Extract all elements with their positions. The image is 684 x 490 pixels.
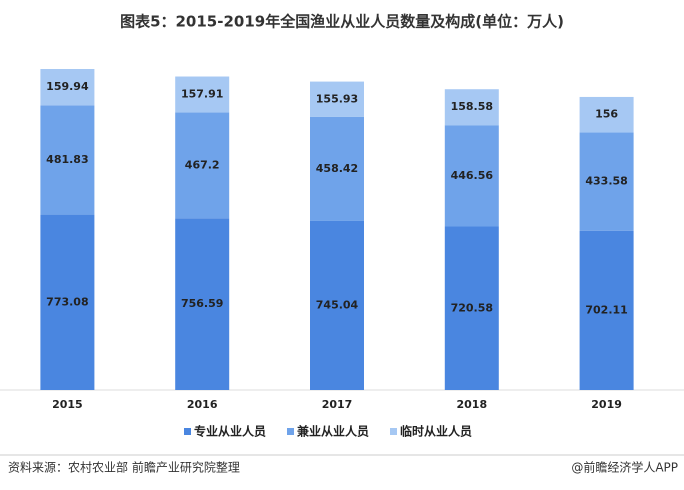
data-label: 773.08 [46,295,88,308]
bar-segment [40,214,95,390]
bar-segment [175,76,230,113]
bar-segment [310,81,364,117]
x-tick-label: 2017 [322,398,353,411]
legend-label: 专业从业人员 [194,424,266,439]
bar-segment [579,230,634,390]
data-label: 157.91 [181,87,223,100]
data-label: 481.83 [46,153,88,166]
bar-segment [579,96,634,133]
source: 资料来源：农村农业部 前瞻产业研究院整理 [8,460,240,475]
data-label: 155.93 [316,92,358,105]
bar-segment [40,105,95,215]
bar-segment [175,218,230,390]
chart-title: 图表5：2015-2019年全国渔业从业人员数量及构成(单位：万人) [120,13,564,31]
data-label: 745.04 [316,298,359,311]
x-tick-label: 2019 [591,398,622,411]
x-tick-label: 2016 [187,398,218,411]
bar-segment [40,69,95,106]
bar-segment [444,89,499,126]
data-label: 159.94 [46,80,89,93]
data-label: 720.58 [451,301,493,314]
data-label: 433.58 [585,175,627,188]
data-label: 756.59 [181,297,223,310]
legend-swatch [287,428,294,435]
legend-label: 兼业从业人员 [296,424,369,439]
legend-label: 临时从业人员 [400,424,472,439]
bar-segment [444,226,499,390]
bar-segment [310,116,364,221]
bar-segment [579,132,634,231]
data-label: 446.56 [451,169,494,182]
bar-segment [444,125,499,227]
legend-swatch [390,428,397,435]
credit: @前瞻经济学人APP [571,460,678,475]
data-label: 467.2 [185,158,220,171]
bar-segment [175,112,230,219]
bar-segment [310,220,364,390]
data-label: 156 [595,108,618,121]
x-tick-label: 2018 [456,398,487,411]
data-label: 158.58 [451,100,493,113]
data-label: 702.11 [585,303,627,316]
x-tick-label: 2015 [52,398,83,411]
legend-swatch [184,428,191,435]
data-label: 458.42 [316,162,358,175]
